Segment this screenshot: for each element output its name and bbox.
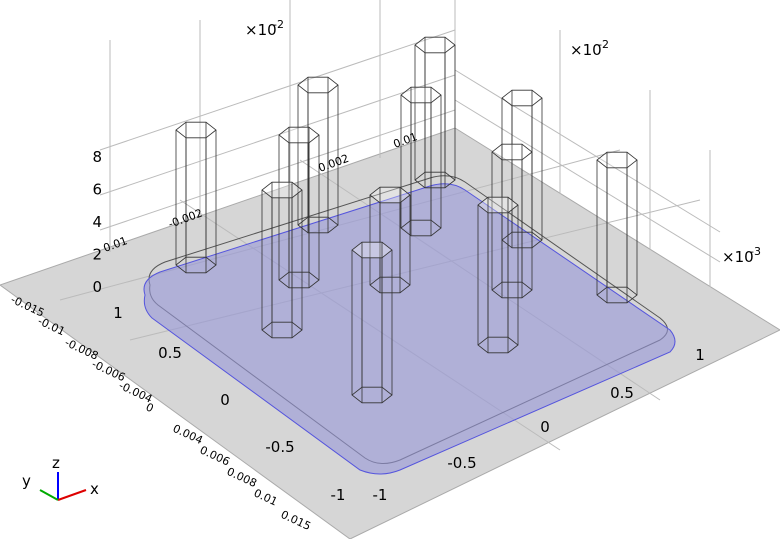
pillar-top [401, 87, 441, 103]
pillar-top [415, 37, 455, 53]
triad-y: y [22, 472, 31, 490]
geometry-view: ×10-2×10-2×10-38642010.50-0.5-1-1-0.500.… [0, 0, 780, 539]
x-tick-label: 1 [695, 346, 705, 364]
x-tick-label: 0 [540, 418, 550, 436]
z-tick-label: 6 [92, 181, 102, 199]
y-tick-label: 0 [220, 391, 230, 409]
multiplier: ×10 [722, 248, 754, 266]
multiplier-exponent: -2 [598, 38, 609, 51]
y-tick-label: 1 [113, 304, 123, 322]
z-tick-label: 4 [92, 213, 102, 231]
y-tick-label: 0.5 [158, 344, 182, 362]
y-tick-label: -0.5 [265, 438, 294, 456]
side-tick-label: 0.015 [279, 508, 313, 533]
x-tick-label: -1 [373, 486, 388, 504]
axis-triad [40, 472, 86, 500]
pillar-top [502, 90, 542, 106]
x-tick-label: 0.5 [610, 384, 634, 402]
multiplier-exponent: -3 [750, 245, 761, 258]
side-tick-label: 0.01 [252, 486, 280, 508]
multiplier: ×10 [245, 21, 277, 39]
y-tick-label: -1 [331, 486, 346, 504]
x-tick-label: -0.5 [447, 454, 476, 472]
pillar-top [298, 77, 338, 93]
triad-x: x [90, 480, 99, 498]
multiplier: ×10 [570, 41, 602, 59]
multiplier-exponent: -2 [273, 18, 284, 31]
z-tick-label: 8 [92, 148, 102, 166]
pillar-top [176, 122, 216, 138]
triad-z: z [52, 454, 60, 472]
z-tick-label: 2 [92, 246, 102, 264]
z-tick-label: 0 [92, 278, 102, 296]
pillar-top [279, 127, 319, 143]
